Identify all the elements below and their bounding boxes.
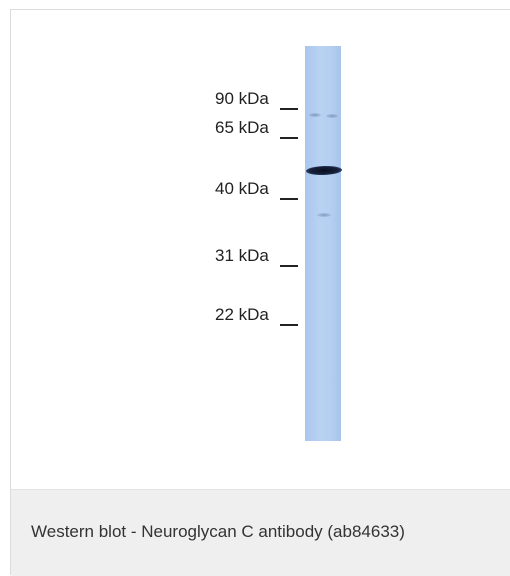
faint-band-upper-left bbox=[309, 113, 321, 117]
marker-tick-40 bbox=[280, 198, 298, 200]
marker-tick-22 bbox=[280, 324, 298, 326]
faint-band-lower bbox=[317, 213, 331, 217]
figure-card: 90 kDa 65 kDa 40 kDa 31 kDa 22 kDa Weste… bbox=[10, 9, 510, 576]
marker-tick-90 bbox=[280, 108, 298, 110]
faint-band-upper-right bbox=[326, 114, 338, 118]
marker-label-22: 22 kDa bbox=[215, 305, 269, 324]
marker-label-40: 40 kDa bbox=[215, 179, 269, 198]
figure-caption: Western blot - Neuroglycan C antibody (a… bbox=[31, 522, 405, 541]
marker-label-65: 65 kDa bbox=[215, 118, 269, 137]
marker-label-90: 90 kDa bbox=[215, 89, 269, 108]
western-blot-image: 90 kDa 65 kDa 40 kDa 31 kDa 22 kDa bbox=[11, 10, 510, 489]
marker-label-31: 31 kDa bbox=[215, 246, 269, 265]
blot-lane bbox=[305, 46, 341, 441]
caption-bar: Western blot - Neuroglycan C antibody (a… bbox=[11, 489, 510, 576]
marker-tick-31 bbox=[280, 265, 298, 267]
marker-tick-65 bbox=[280, 137, 298, 139]
